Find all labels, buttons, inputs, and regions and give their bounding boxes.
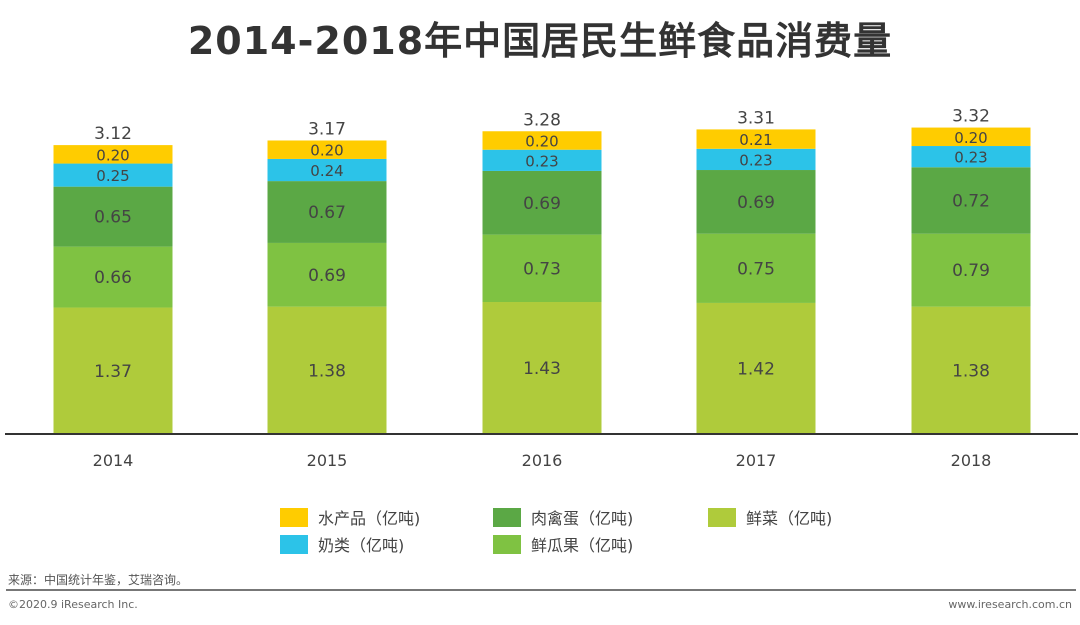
data-label: 0.79: [952, 261, 990, 281]
data-label: 0.72: [952, 191, 990, 211]
bar-segment: [53, 307, 173, 434]
legend-label: 鲜菜（亿吨): [746, 509, 833, 528]
bar-segment: [911, 233, 1031, 307]
x-tick-label: 2017: [736, 451, 777, 470]
legend-item-meat: 肉禽蛋（亿吨): [493, 505, 633, 529]
bar-segment: [696, 170, 816, 234]
bar-segment: [482, 131, 602, 150]
chart-title: 2014-2018年中国居民生鲜食品消费量: [187, 19, 893, 63]
data-label: 1.38: [308, 361, 346, 381]
data-label: 0.20: [525, 132, 558, 150]
data-label: 0.69: [523, 194, 561, 214]
data-label: 0.69: [308, 266, 346, 286]
legend-label: 鲜瓜果（亿吨): [531, 536, 634, 555]
data-label: 1.42: [737, 359, 775, 379]
legend-item-vegetable: 鲜菜（亿吨): [708, 505, 832, 529]
copyright: ©2020.9 iResearch Inc.: [8, 598, 138, 611]
total-label: 3.32: [952, 107, 990, 127]
bar-segment: [482, 170, 602, 235]
bar-segment: [482, 234, 602, 303]
data-label: 1.37: [94, 362, 132, 382]
x-tick-label: 2018: [951, 451, 992, 470]
bar-segment: [53, 163, 173, 187]
total-label: 3.28: [523, 110, 561, 130]
bar-segment: [482, 302, 602, 434]
legend-item-dairy: 奶类（亿吨): [280, 532, 404, 556]
total-label: 3.31: [737, 108, 775, 128]
bar-segment: [267, 242, 387, 307]
data-label: 0.23: [739, 151, 772, 169]
legend-label: 肉禽蛋（亿吨): [531, 509, 634, 528]
data-label: 0.69: [737, 193, 775, 213]
legend-swatch: [280, 534, 308, 554]
data-label: 0.65: [94, 208, 132, 228]
bar-segment: [696, 302, 816, 434]
bar-segment: [696, 148, 816, 171]
data-label: 0.21: [739, 131, 772, 149]
data-label: 0.24: [310, 162, 343, 180]
data-label: 0.66: [94, 268, 132, 288]
legend-item-fruit: 鲜瓜果（亿吨): [493, 532, 633, 556]
bar-segment: [911, 167, 1031, 234]
stacked-bar-chart: 1.37 0.66 0.65 0.25 0.20 3.12 2014 1.38 0.69 0.67…: [5, 107, 1078, 470]
bar-segment: [911, 146, 1031, 168]
source-note: 来源：中国统计年鉴，艾瑞咨询。: [8, 573, 189, 587]
x-tick-label: 2015: [307, 451, 348, 470]
data-label: 0.73: [523, 259, 561, 279]
x-tick-label: 2014: [93, 451, 134, 470]
bar-segment: [911, 127, 1031, 147]
data-label: 0.20: [96, 146, 129, 164]
bar-segment: [482, 149, 602, 171]
bar-segment: [267, 181, 387, 243]
website-link[interactable]: www.iresearch.com.cn: [948, 598, 1072, 611]
data-label: 1.43: [523, 359, 561, 379]
data-label: 0.75: [737, 259, 775, 279]
bar-segment: [911, 306, 1031, 434]
bar-segment: [267, 158, 387, 182]
data-label: 0.25: [96, 167, 129, 185]
total-label: 3.12: [94, 124, 132, 144]
legend-label: 水产品（亿吨): [318, 509, 421, 528]
bar-segment: [267, 306, 387, 434]
bar-segment: [267, 140, 387, 159]
legend-swatch: [708, 507, 736, 527]
total-label: 3.17: [308, 119, 346, 139]
legend-swatch: [280, 507, 308, 527]
data-label: 0.20: [310, 142, 343, 160]
legend-swatch: [493, 534, 521, 554]
bar-segment: [53, 246, 173, 308]
footer-divider: [6, 589, 1076, 591]
bar-segment: [53, 145, 173, 164]
data-label: 0.20: [954, 129, 987, 147]
legend-swatch: [493, 507, 521, 527]
bar-segment: [696, 129, 816, 149]
legend-item-aquatic: 水产品（亿吨): [280, 505, 420, 529]
bar-segment: [696, 233, 816, 303]
x-tick-label: 2016: [522, 451, 563, 470]
data-label: 0.23: [954, 149, 987, 167]
data-label: 0.67: [308, 203, 346, 223]
legend-label: 奶类（亿吨): [318, 536, 405, 555]
data-label: 0.23: [525, 152, 558, 170]
bar-segment: [53, 186, 173, 247]
data-label: 1.38: [952, 361, 990, 381]
